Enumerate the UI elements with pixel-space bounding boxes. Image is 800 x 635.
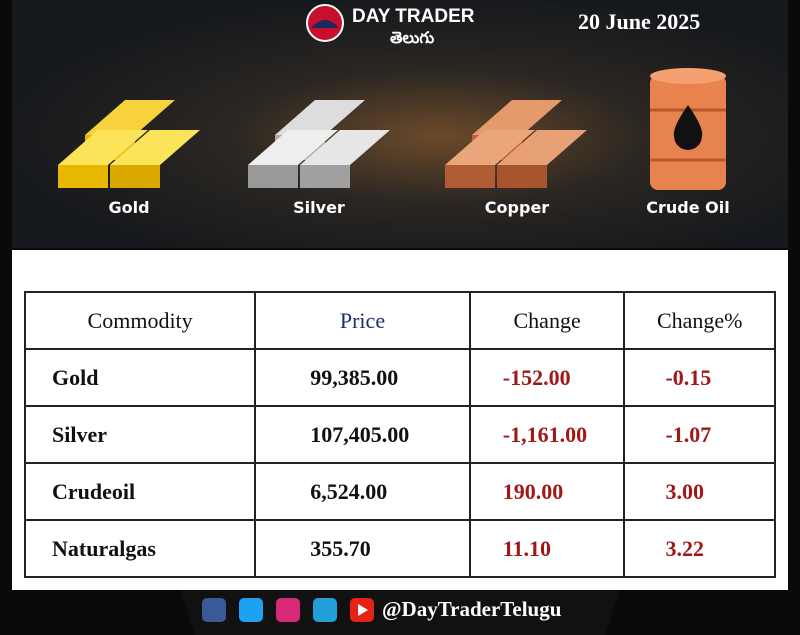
commodity-label: Crude Oil — [646, 198, 730, 217]
table-cell: -1.07 — [623, 405, 776, 464]
table-row: Silver 107,405.00 -1,161.00 -1.07 — [23, 405, 776, 464]
table-cell: -1,161.00 — [468, 405, 626, 464]
table-cell: 190.00 — [468, 462, 626, 521]
commodity-label: Copper — [484, 198, 550, 217]
column-header: Change% — [623, 291, 776, 350]
footer-bar — [180, 590, 620, 635]
brand: DAY TRADER — [352, 6, 475, 27]
table-cell: Naturalgas — [23, 519, 257, 578]
commodity-label: Silver — [293, 198, 345, 217]
price-table: Commodity Price Change Change% Gold 99,385.0… — [23, 291, 776, 578]
table-cell: 3.00 — [623, 462, 776, 521]
column-header: Change — [468, 291, 626, 350]
table-cell: 11.10 — [468, 519, 626, 578]
column-header: Commodity — [23, 291, 257, 350]
table-cell: Gold — [23, 348, 257, 407]
table-row: Crudeoil 6,524.00 190.00 3.00 — [23, 462, 776, 521]
subbrand: తెలుగు — [390, 28, 435, 47]
commodity-label: Gold — [108, 198, 150, 217]
banner-art — [58, 4, 726, 190]
table-cell: 6,524.00 — [254, 462, 471, 521]
table-cell: Silver — [23, 405, 257, 464]
table-cell: -0.15 — [623, 348, 776, 407]
table-cell: 107,405.00 — [254, 405, 471, 464]
header-row: Commodity Price Change Change% — [23, 291, 776, 350]
column-header: Price — [254, 291, 471, 350]
table-cell: 3.22 — [623, 519, 776, 578]
table-cell: 355.70 — [254, 519, 471, 578]
table-row: Naturalgas 355.70 11.10 3.22 — [23, 519, 776, 578]
table-cell: Crudeoil — [23, 462, 257, 521]
date: 20 June 2025 — [578, 9, 701, 34]
social-handle: @DayTraderTelugu — [382, 597, 562, 621]
table-cell: -152.00 — [468, 348, 626, 407]
table-cell: 99,385.00 — [254, 348, 471, 407]
table-row: Gold 99,385.00 -152.00 -0.15 — [23, 348, 776, 407]
